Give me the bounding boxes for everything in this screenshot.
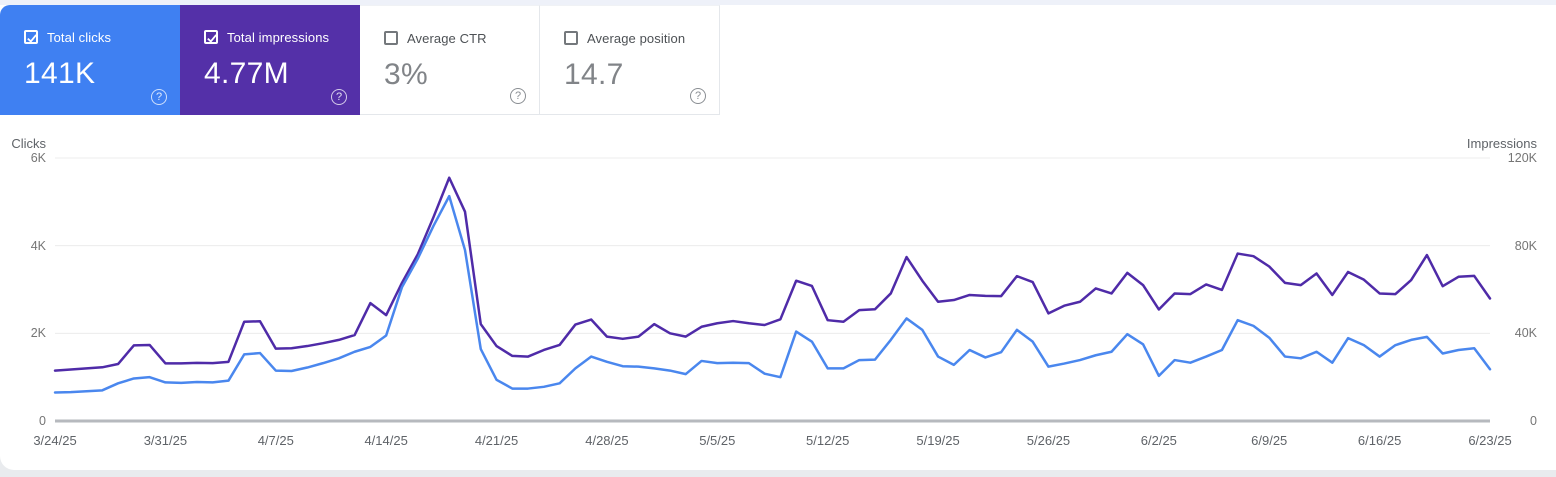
x-axis-label: 5/5/25 (699, 433, 736, 448)
x-axis-label: 4/14/25 (364, 433, 408, 448)
metric-label: Total impressions (227, 29, 330, 45)
metric-card-average-ctr[interactable]: Average CTR 3% ? (360, 5, 540, 115)
x-axis-label: 6/2/25 (1140, 433, 1177, 448)
metric-card-average-position[interactable]: Average position 14.7 ? (540, 5, 720, 115)
performance-panel: Total clicks 141K ? Total impressions 4.… (0, 5, 1556, 470)
x-axis-label: 6/9/25 (1251, 433, 1288, 448)
metric-value: 14.7 (564, 58, 624, 91)
total-impressions-line (53, 176, 1492, 372)
x-axis-label: 4/21/25 (474, 433, 519, 448)
help-icon[interactable]: ? (510, 88, 526, 104)
checkbox-average-position-unchecked[interactable] (564, 31, 578, 45)
checkbox-average-ctr-unchecked[interactable] (384, 31, 398, 45)
x-axis-label: 5/12/25 (806, 433, 850, 448)
right-axis-tick: 0 (1530, 414, 1537, 428)
metric-value: 3% (384, 58, 428, 91)
x-axis-label: 4/28/25 (585, 433, 629, 448)
chart-canvas[interactable] (0, 130, 1556, 430)
x-axis-label: 6/23/25 (1468, 433, 1512, 448)
total-clicks-line (53, 194, 1492, 394)
left-axis-tick: 0 (39, 414, 46, 428)
checkbox-total-clicks-checked[interactable] (24, 30, 38, 44)
x-axis-label: 5/19/25 (916, 433, 960, 448)
performance-chart[interactable]: Clicks Impressions 6K 4K 2K 0 120K 80K 4… (0, 130, 1556, 470)
metric-card-total-clicks[interactable]: Total clicks 141K ? (0, 5, 180, 115)
metric-value: 4.77M (204, 57, 289, 90)
metric-cards-row: Total clicks 141K ? Total impressions 4.… (0, 5, 720, 115)
left-axis-title: Clicks (11, 136, 46, 151)
left-axis-tick: 6K (30, 151, 46, 165)
x-axis-label: 6/16/25 (1357, 433, 1402, 448)
metric-card-total-impressions[interactable]: Total impressions 4.77M ? (180, 5, 360, 115)
right-axis-tick: 40K (1514, 326, 1537, 340)
left-axis-tick: 2K (30, 326, 46, 340)
checkmark-icon (207, 34, 217, 43)
page-top-strip (0, 0, 1556, 5)
help-icon[interactable]: ? (331, 89, 347, 105)
right-axis-tick: 80K (1514, 239, 1537, 253)
help-icon[interactable]: ? (690, 88, 706, 104)
x-axis-label: 4/7/25 (257, 433, 294, 448)
right-axis-tick: 120K (1507, 151, 1537, 165)
x-axis-label: 5/26/25 (1026, 433, 1071, 448)
x-axis-label: 3/31/25 (143, 433, 188, 448)
checkbox-total-impressions-checked[interactable] (204, 30, 218, 44)
metric-value: 141K (24, 57, 96, 90)
metric-label: Average CTR (407, 30, 487, 46)
metric-label: Total clicks (47, 29, 112, 45)
checkmark-icon (27, 34, 37, 43)
left-axis-tick: 4K (30, 239, 46, 253)
metric-label: Average position (587, 30, 686, 46)
right-axis-title: Impressions (1466, 136, 1537, 151)
help-icon[interactable]: ? (151, 89, 167, 105)
x-axis-label: 3/24/25 (33, 433, 77, 448)
